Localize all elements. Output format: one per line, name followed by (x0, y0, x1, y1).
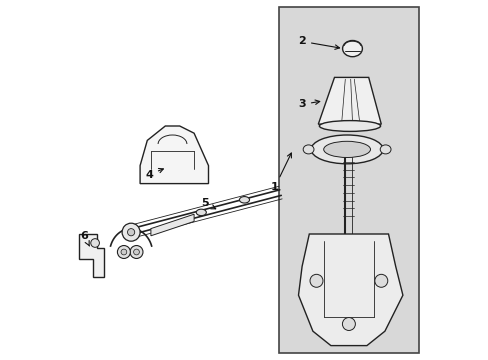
Text: 1: 1 (270, 153, 291, 192)
Polygon shape (298, 234, 402, 346)
Text: 2: 2 (298, 36, 339, 49)
Text: 5: 5 (201, 198, 215, 209)
Polygon shape (79, 234, 104, 277)
Ellipse shape (196, 209, 206, 216)
Circle shape (309, 274, 322, 287)
Text: 6: 6 (80, 231, 89, 246)
Polygon shape (318, 77, 381, 124)
Circle shape (130, 246, 142, 258)
Ellipse shape (323, 141, 370, 158)
Circle shape (374, 274, 387, 287)
Circle shape (127, 229, 134, 236)
Ellipse shape (239, 197, 249, 203)
Circle shape (342, 318, 355, 330)
Circle shape (133, 249, 139, 255)
Circle shape (117, 246, 130, 258)
Circle shape (91, 239, 99, 247)
Ellipse shape (319, 121, 380, 131)
FancyBboxPatch shape (278, 7, 418, 353)
Ellipse shape (303, 145, 313, 154)
Circle shape (122, 223, 140, 241)
Polygon shape (140, 126, 208, 184)
Circle shape (121, 249, 126, 255)
Ellipse shape (342, 41, 362, 57)
Text: 3: 3 (298, 99, 319, 109)
Polygon shape (151, 214, 194, 236)
Ellipse shape (310, 135, 382, 164)
Text: 4: 4 (145, 168, 163, 180)
Ellipse shape (380, 145, 390, 154)
